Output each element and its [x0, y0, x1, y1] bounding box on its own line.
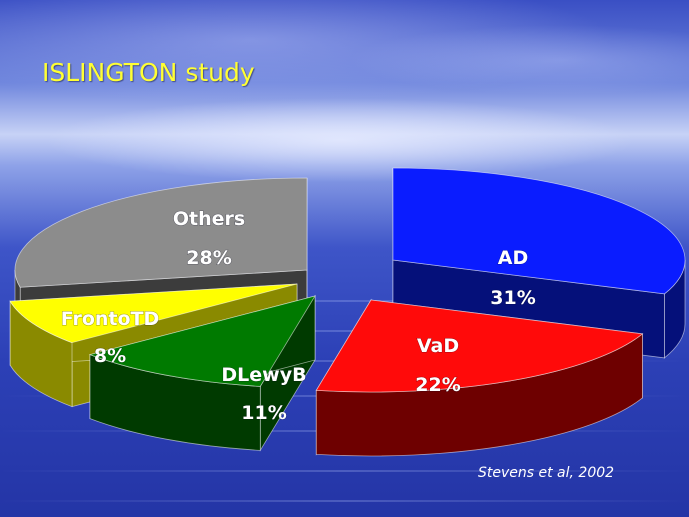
pie-slice-vad — [315, 298, 644, 457]
slice-value-dlewyb: 11% — [241, 402, 286, 424]
slice-value-ad: 31% — [490, 287, 535, 309]
slice-label-ad: AD — [498, 247, 528, 269]
slice-value-frontotd: 8% — [94, 345, 126, 367]
slice-label-others: Others — [173, 208, 245, 230]
slice-value-others: 28% — [186, 247, 231, 269]
slice-label-dlewyb: DLewyB — [221, 364, 306, 386]
slice-label-vad: VaD — [417, 335, 459, 357]
citation-text: Stevens et al, 2002 — [478, 465, 615, 481]
slice-label-frontotd: FrontoTD — [61, 308, 160, 330]
slice-value-vad: 22% — [415, 374, 460, 396]
slide-title: ISLINGTON study — [42, 58, 255, 87]
pie-slice-dlewyb — [88, 294, 316, 452]
